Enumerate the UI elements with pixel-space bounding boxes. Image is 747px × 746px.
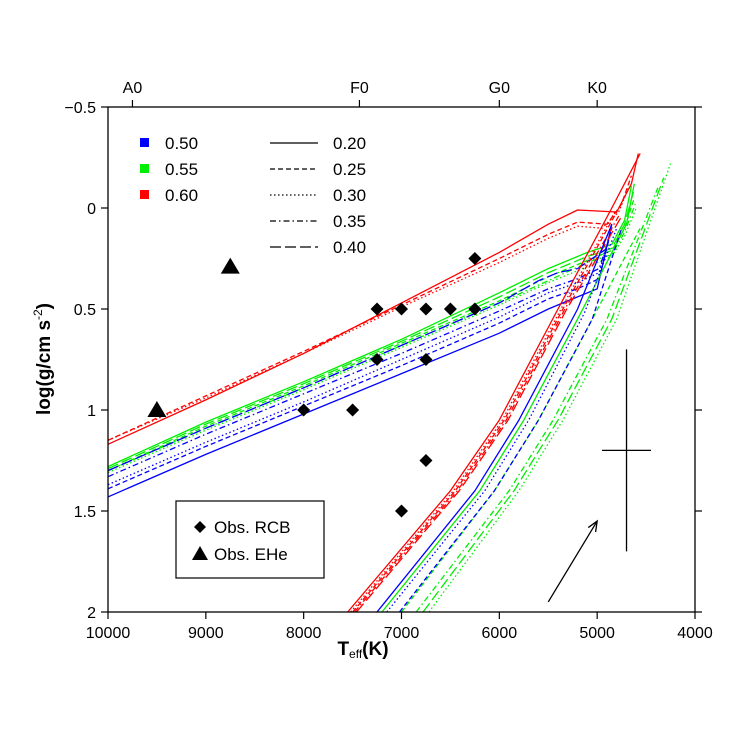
spectral-tick-label: G0 xyxy=(489,80,510,97)
style-legend-label: 0.30 xyxy=(333,186,366,205)
axis-ticks: 10000 9000 8000 7000 6000 5000 4000 −0.5 0 0.5 1 1.… xyxy=(64,80,712,642)
x-axis-label-tail: (K) xyxy=(362,639,388,660)
rcb-point xyxy=(443,302,457,316)
style-legend-label: 0.40 xyxy=(333,238,366,257)
x-tick-label: 9000 xyxy=(188,625,224,642)
x-tick-label: 10000 xyxy=(86,625,131,642)
track-m0.50-mu0.25-9 xyxy=(108,228,613,490)
track-m0.50-mu0.35-11 xyxy=(108,236,611,478)
mass-legend-swatch xyxy=(140,164,149,173)
mass-legend-label: 0.60 xyxy=(165,186,198,205)
rcb-point xyxy=(370,302,384,316)
evolution-arrow-head xyxy=(587,519,599,533)
rcb-point xyxy=(346,403,360,417)
track-m0.60-mu0.40-17 xyxy=(356,217,622,612)
style-legend-label: 0.25 xyxy=(333,160,366,179)
ehe-point xyxy=(220,257,240,274)
track-m0.50-mu0.30-10 xyxy=(108,232,612,486)
rcb-point xyxy=(297,403,311,417)
track-m0.60-mu0.30-15 xyxy=(350,211,616,612)
track-m0.55-mu0.40-22 xyxy=(422,177,665,612)
track-m0.55-mu0.25-4 xyxy=(108,197,635,472)
x-axis-label: Teff(K) xyxy=(337,639,388,661)
evolution-arrow-shaft xyxy=(547,520,598,603)
track-m0.55-mu0.20-18 xyxy=(381,183,635,612)
track-m0.60-mu0.20-13 xyxy=(347,153,641,612)
spectral-tick-label: A0 xyxy=(123,80,143,97)
x-tick-label: 7000 xyxy=(384,625,420,642)
rcb-point xyxy=(419,454,433,467)
x-tick-label: 5000 xyxy=(579,625,615,642)
obs-legend-label: Obs. EHe xyxy=(214,545,288,564)
spectral-tick-label: F0 xyxy=(350,80,369,97)
track-m0.60-mu0.35-16 xyxy=(354,215,620,612)
obs-legend-triangle xyxy=(192,546,208,560)
track-m0.60-mu0.25-14 xyxy=(352,211,618,612)
track-m0.55-mu0.30-20 xyxy=(428,163,672,612)
track-m0.55-mu0.35-21 xyxy=(415,187,659,612)
x-tick-label: 4000 xyxy=(677,625,713,642)
track-m0.50-mu0.20-8 xyxy=(108,224,613,498)
mass-legend-label: 0.55 xyxy=(165,160,198,179)
y-axis-label-sup: -2 xyxy=(31,309,45,320)
annotations xyxy=(547,349,651,603)
rcb-point xyxy=(419,302,433,316)
x-axis-label-sub: eff xyxy=(349,647,363,661)
obs-legend-diamond xyxy=(194,521,206,533)
track-m0.50-mu0.25-24 xyxy=(398,228,623,612)
track-m0.55-mu0.40-7 xyxy=(108,191,635,470)
ehe-point xyxy=(147,401,167,417)
y-tick-label: 0.5 xyxy=(74,302,96,319)
x-tick-label: 6000 xyxy=(482,625,518,642)
legends: 0.50 0.55 0.60 0.20 0.25 0.30 0.35 0.40 Obs. RCB… xyxy=(140,134,366,579)
track-m0.60-mu0.25-1 xyxy=(108,175,633,441)
style-legend-label: 0.35 xyxy=(333,212,366,231)
track-m0.55-mu0.20-3 xyxy=(108,185,633,468)
track-m0.55-mu0.25-19 xyxy=(400,227,641,612)
y-tick-label: 2 xyxy=(87,605,96,622)
y-axis-label-main: log(g/cm s xyxy=(34,320,55,415)
obs-legend-label: Obs. RCB xyxy=(214,518,291,537)
track-m0.60-mu0.30-2 xyxy=(108,187,630,441)
mass-legend-swatch xyxy=(140,138,149,147)
track-m0.50-mu0.40-12 xyxy=(108,247,608,472)
x-tick-label: 8000 xyxy=(286,625,322,642)
evolution-tracks xyxy=(108,153,672,612)
y-tick-label: 0 xyxy=(87,201,96,218)
rcb-point xyxy=(395,302,408,316)
y-axis-label-tail: ) xyxy=(34,303,55,309)
rcb-point xyxy=(468,252,482,265)
obs-legend-box xyxy=(175,500,325,579)
rcb-point xyxy=(395,504,408,518)
y-tick-label: 1.5 xyxy=(74,504,96,521)
observations xyxy=(147,252,482,518)
rcb-point xyxy=(419,353,433,366)
mass-legend-label: 0.50 xyxy=(165,134,198,153)
style-legend-label: 0.20 xyxy=(333,134,366,153)
y-tick-label: −0.5 xyxy=(64,100,96,117)
rcb-point xyxy=(468,302,482,316)
rcb-point xyxy=(370,353,384,366)
y-axis-label: log(g/cm s-2) xyxy=(31,303,55,415)
track-m0.55-mu0.30-5 xyxy=(108,207,637,474)
track-m0.50-mu0.20-23 xyxy=(376,223,613,612)
spectral-tick-label: K0 xyxy=(587,80,607,97)
y-tick-label: 1 xyxy=(87,403,96,420)
x-axis-label-main: T xyxy=(337,639,349,660)
mass-legend-swatch xyxy=(140,190,149,199)
